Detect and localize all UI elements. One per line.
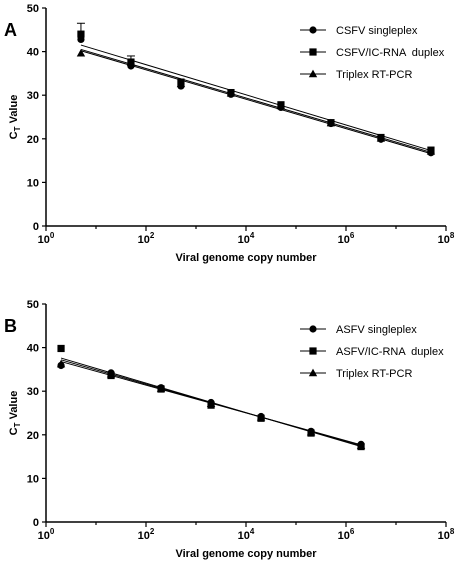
legend-marker (309, 347, 317, 355)
x-tick-label: 108 (438, 231, 455, 246)
x-tick-label: 104 (238, 231, 255, 246)
panel-label: A (4, 20, 17, 40)
data-point (76, 48, 86, 57)
x-tick-label: 102 (138, 527, 155, 542)
y-tick-label: 20 (27, 430, 39, 442)
y-tick-label: 50 (27, 3, 39, 15)
data-point (326, 118, 336, 127)
data-point (106, 369, 116, 378)
legend: CSFV singleplex CSFV/IC-RNA duplex Triplex… (300, 25, 445, 81)
x-tick-label: 100 (38, 527, 55, 542)
data-point (56, 359, 66, 368)
x-axis-title: Viral genome copy number (175, 548, 317, 560)
y-tick-label: 10 (27, 177, 39, 189)
regression-line (80, 48, 432, 153)
data-point (426, 147, 436, 155)
series-square (57, 344, 365, 451)
data-point (57, 344, 65, 353)
data-point (226, 89, 236, 97)
legend-marker (309, 26, 317, 34)
legend-label: ASFV singleplex (336, 324, 417, 336)
data-point (306, 427, 316, 436)
legend-marker (308, 368, 318, 377)
legend-marker (308, 69, 318, 78)
data-point (276, 101, 286, 110)
chart-panel-b: B 0 10 20 30 40 50 100 102 104 106 108 Viral genome … (4, 299, 455, 560)
y-axis-title: CT Value (8, 95, 22, 140)
y-axis-title: CT Value (8, 391, 22, 436)
series-triangle (76, 48, 436, 155)
legend-marker (309, 48, 317, 56)
data-point (356, 441, 366, 449)
y-tick-label: 30 (27, 386, 39, 398)
y-tick-label: 40 (27, 343, 39, 355)
x-tick-label: 102 (138, 231, 155, 246)
y-tick-label: 20 (27, 134, 39, 146)
data-point (156, 384, 166, 392)
regression-line (80, 50, 432, 155)
x-tick-label: 108 (438, 527, 455, 542)
y-tick-label: 0 (33, 221, 39, 233)
series-triangle (56, 359, 366, 449)
regression-line (80, 44, 432, 152)
legend-label: ASFV/IC-RNA duplex (336, 346, 444, 358)
y-tick-label: 30 (27, 90, 39, 102)
x-tick-label: 106 (338, 527, 355, 542)
legend-label: Triplex RT-PCR (336, 69, 412, 81)
data-point (176, 79, 186, 88)
legend-label: CSFV/IC-RNA duplex (336, 47, 445, 59)
x-axis-title: Viral genome copy number (175, 252, 317, 264)
x-tick-label: 106 (338, 231, 355, 246)
panel-label: B (4, 316, 17, 336)
chart-panel-a: A 0 10 20 30 40 50 100 102 104 106 108 Viral genome … (4, 3, 455, 264)
y-tick-label: 50 (27, 299, 39, 311)
x-tick-label: 104 (238, 527, 255, 542)
y-tick-label: 10 (27, 473, 39, 485)
data-point (376, 133, 386, 142)
data-point (256, 412, 266, 421)
data-point (77, 30, 85, 38)
legend-marker (309, 325, 317, 333)
x-tick-label: 100 (38, 231, 55, 246)
data-point (206, 399, 216, 408)
y-tick-label: 40 (27, 47, 39, 59)
legend: ASFV singleplex ASFV/IC-RNA duplex Triplex… (300, 324, 444, 380)
legend-label: CSFV singleplex (336, 25, 418, 37)
y-tick-label: 0 (33, 517, 39, 529)
data-point (126, 58, 136, 66)
legend-label: Triplex RT-PCR (336, 368, 412, 380)
